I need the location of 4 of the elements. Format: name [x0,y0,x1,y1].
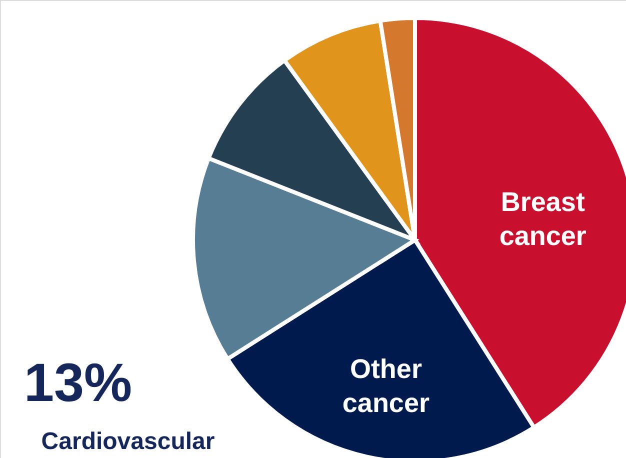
text: 13% [24,353,132,413]
slice-label: Breast cancer [499,186,587,251]
text: Cardiovascular [41,428,215,455]
slice-label: Other cancer [342,354,430,418]
